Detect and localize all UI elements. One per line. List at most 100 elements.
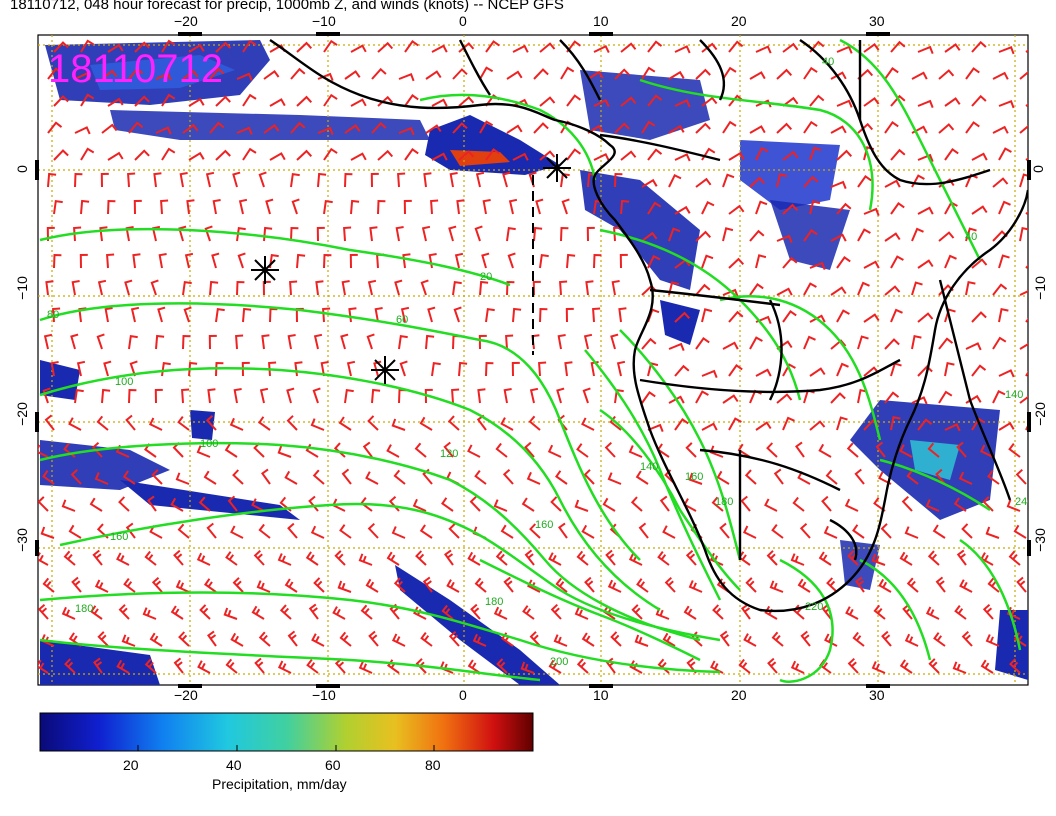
wind-barb xyxy=(953,497,967,512)
wind-barb xyxy=(647,201,662,215)
lat-tick-left: −30 xyxy=(13,528,30,552)
wind-barb xyxy=(711,496,724,512)
wind-barb xyxy=(320,361,329,377)
wind-barb xyxy=(446,579,460,593)
wind-barb xyxy=(576,658,589,674)
wind-barb xyxy=(1019,343,1028,350)
wind-barb xyxy=(511,361,520,377)
wind-barb xyxy=(701,422,718,431)
wind-barb xyxy=(701,254,714,269)
wind-barb xyxy=(641,337,657,350)
wind-barb xyxy=(776,287,793,296)
wind-barb xyxy=(182,334,191,350)
wind-barb xyxy=(857,335,869,350)
wind-barb xyxy=(456,199,465,215)
wind-barb xyxy=(998,308,1009,323)
wind-barb xyxy=(344,124,361,134)
lon-tick-bottom: 30 xyxy=(869,687,885,703)
wind-barb xyxy=(938,337,954,350)
wind-barb xyxy=(104,307,113,323)
wind-barb xyxy=(94,579,109,593)
wind-barb xyxy=(722,341,739,350)
wind-barb xyxy=(771,631,784,647)
lat-lon-grid xyxy=(38,35,1028,685)
wind-barb xyxy=(121,634,136,647)
wind-barb xyxy=(157,306,166,323)
wind-barb xyxy=(582,387,591,404)
wind-barb xyxy=(453,306,462,323)
wind-barb xyxy=(229,417,244,431)
wind-barb xyxy=(122,470,136,485)
wind-barb xyxy=(53,149,69,161)
wind-barb xyxy=(722,288,739,297)
wind-barb xyxy=(749,71,766,80)
wind-barb xyxy=(712,604,724,620)
wind-barb xyxy=(182,123,199,134)
wind-barb xyxy=(53,253,62,269)
wind-barb xyxy=(526,471,541,485)
wind-barb xyxy=(337,580,352,593)
wind-barb xyxy=(719,630,730,647)
wind-barb xyxy=(284,470,298,485)
wind-barb xyxy=(971,258,988,269)
wind-barb xyxy=(641,120,656,134)
wind-barb xyxy=(170,497,184,512)
wind-barb xyxy=(674,205,691,215)
wind-barb xyxy=(890,255,904,269)
wind-barb xyxy=(559,280,568,296)
wind-barb xyxy=(261,468,271,485)
wind-barb xyxy=(512,44,529,53)
wind-barb xyxy=(124,279,133,296)
wind-barb xyxy=(566,40,581,53)
wind-barb xyxy=(830,392,846,404)
wind-barb xyxy=(424,388,433,404)
wind-barb xyxy=(647,254,661,269)
wind-barb xyxy=(362,441,373,458)
wind-barb xyxy=(215,307,225,323)
wind-barb xyxy=(701,308,713,323)
wind-barb xyxy=(722,66,737,80)
contour-label: 160 xyxy=(685,471,703,483)
wind-barb xyxy=(776,234,793,243)
wind-barb xyxy=(233,388,242,404)
wind-barb xyxy=(927,550,940,566)
wind-barb xyxy=(290,121,306,134)
wind-barb xyxy=(722,120,737,134)
wind-barb xyxy=(236,72,253,81)
wind-barb xyxy=(232,469,244,485)
wind-barb xyxy=(560,66,575,80)
wind-barb xyxy=(553,634,568,647)
wind-barb xyxy=(992,336,1007,350)
wind-barb xyxy=(431,44,448,53)
wind-barb xyxy=(638,522,649,539)
wind-barb xyxy=(206,522,217,539)
wind-barb xyxy=(836,45,853,54)
wind-barb xyxy=(308,495,319,512)
wind-barb xyxy=(289,280,298,296)
wind-barb xyxy=(745,577,757,593)
wind-barb xyxy=(701,42,718,53)
wind-barb xyxy=(199,604,211,620)
wind-barb xyxy=(965,281,976,296)
wind-barb xyxy=(935,576,946,593)
wind-barb xyxy=(1019,395,1028,404)
wind-barb xyxy=(611,280,620,296)
wind-barb xyxy=(188,151,205,161)
wind-barb xyxy=(610,631,622,647)
wind-barb xyxy=(181,388,190,404)
wind-barb xyxy=(477,388,486,404)
wind-barb xyxy=(593,98,610,108)
wind-barb xyxy=(371,388,381,404)
wind-barb xyxy=(593,253,602,269)
wind-barb xyxy=(425,70,442,80)
lon-tick-top: 20 xyxy=(731,13,747,29)
wind-barb xyxy=(341,280,350,296)
wind-barb xyxy=(458,150,475,161)
wind-barb xyxy=(211,252,220,269)
wind-barb xyxy=(998,254,1010,269)
wind-barb xyxy=(323,253,332,269)
wind-barb xyxy=(449,172,458,188)
wind-barb xyxy=(107,199,116,215)
wind-barb xyxy=(550,496,562,512)
wind-barb xyxy=(443,441,454,458)
